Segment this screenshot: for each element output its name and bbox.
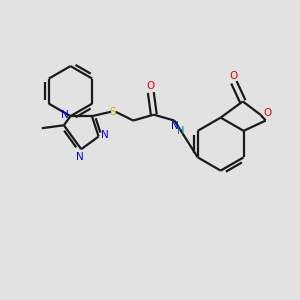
Text: O: O — [147, 81, 155, 91]
Text: O: O — [229, 70, 238, 80]
Text: N: N — [101, 130, 109, 140]
Text: O: O — [264, 108, 272, 118]
Text: H: H — [177, 126, 184, 136]
Text: N: N — [171, 121, 179, 131]
Text: S: S — [109, 107, 116, 117]
Text: N: N — [61, 110, 69, 120]
Text: N: N — [76, 152, 84, 161]
